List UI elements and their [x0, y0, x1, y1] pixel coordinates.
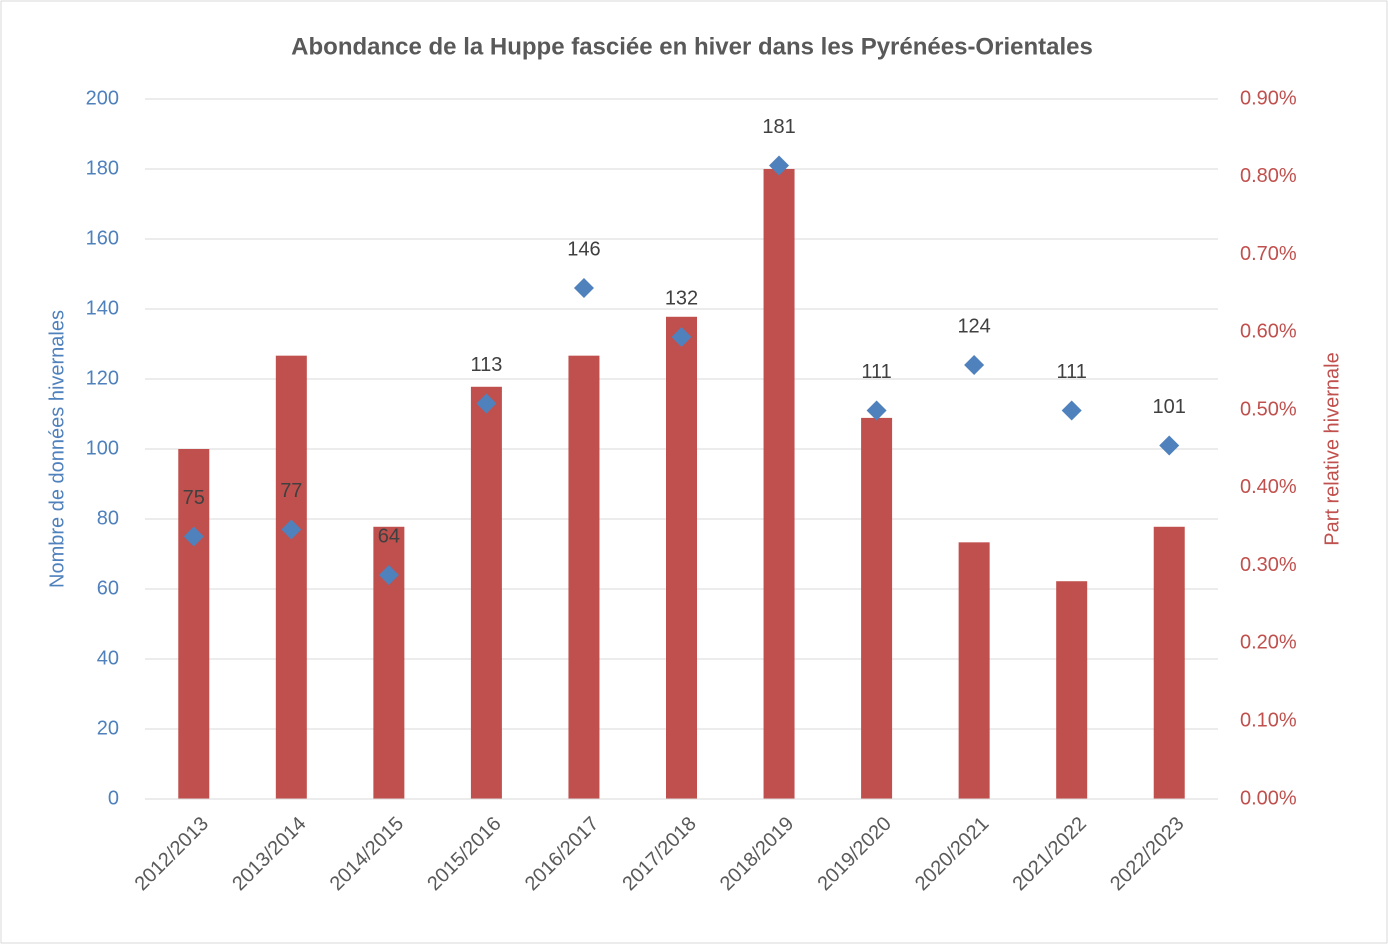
data-label: 101: [1153, 396, 1186, 418]
marker: [866, 400, 887, 421]
marker: [281, 519, 302, 540]
y2-axis-title: Part relative hivernale: [1321, 352, 1343, 545]
y-tick-label: 120: [86, 367, 119, 389]
y2-tick-label: 0.70%: [1240, 243, 1297, 265]
marker: [964, 355, 985, 375]
bar: [958, 542, 990, 799]
bar: [861, 417, 893, 799]
y2-tick-label: 0.10%: [1240, 710, 1297, 732]
y2-tick-label: 0.90%: [1240, 87, 1297, 109]
marker: [769, 155, 790, 176]
chart-title: Abondance de la Huppe fasciée en hiver d…: [291, 33, 1093, 60]
y2-tick-label: 0.40%: [1240, 476, 1297, 498]
y2-tick-label: 0.00%: [1240, 787, 1297, 809]
data-label: 146: [567, 238, 600, 260]
bar: [470, 386, 502, 799]
data-label: 77: [280, 480, 302, 502]
data-label: 181: [762, 116, 795, 138]
data-label: 64: [378, 525, 400, 547]
y2-tick-label: 0.20%: [1240, 632, 1297, 654]
marker: [573, 278, 594, 298]
y-tick-label: 20: [97, 717, 119, 739]
bar: [178, 449, 210, 799]
marker: [378, 565, 399, 585]
data-label: 132: [665, 287, 698, 309]
bar: [568, 355, 600, 799]
data-label: 111: [861, 361, 891, 383]
y2-tick-label: 0.80%: [1240, 165, 1297, 187]
y2-tick-label: 0.50%: [1240, 398, 1297, 420]
bar: [763, 169, 795, 799]
bar: [666, 316, 697, 799]
marker: [671, 327, 692, 347]
y2-tick-label: 0.30%: [1240, 554, 1297, 576]
y-tick-label: 100: [86, 437, 119, 459]
data-label: 113: [470, 354, 502, 376]
y-tick-label: 80: [97, 507, 119, 529]
marker: [476, 393, 497, 414]
bar: [1153, 526, 1185, 799]
y-tick-label: 40: [97, 647, 119, 669]
marker: [1159, 435, 1180, 456]
y-tick-label: 180: [86, 157, 119, 179]
y-tick-label: 160: [86, 227, 119, 249]
bar: [1056, 581, 1088, 799]
bar: [275, 355, 307, 799]
data-label: 111: [1056, 361, 1086, 383]
y-tick-label: 60: [97, 577, 119, 599]
y-tick-label: 200: [86, 87, 119, 109]
data-label: 124: [957, 315, 990, 337]
y2-tick-label: 0.60%: [1240, 321, 1297, 343]
y-axis-title: Nombre de données hivernales: [46, 310, 68, 588]
marker: [183, 526, 204, 547]
data-label: 75: [183, 487, 205, 509]
y-tick-label: 0: [108, 787, 119, 809]
marker: [1061, 400, 1082, 421]
y-tick-label: 140: [86, 297, 119, 319]
